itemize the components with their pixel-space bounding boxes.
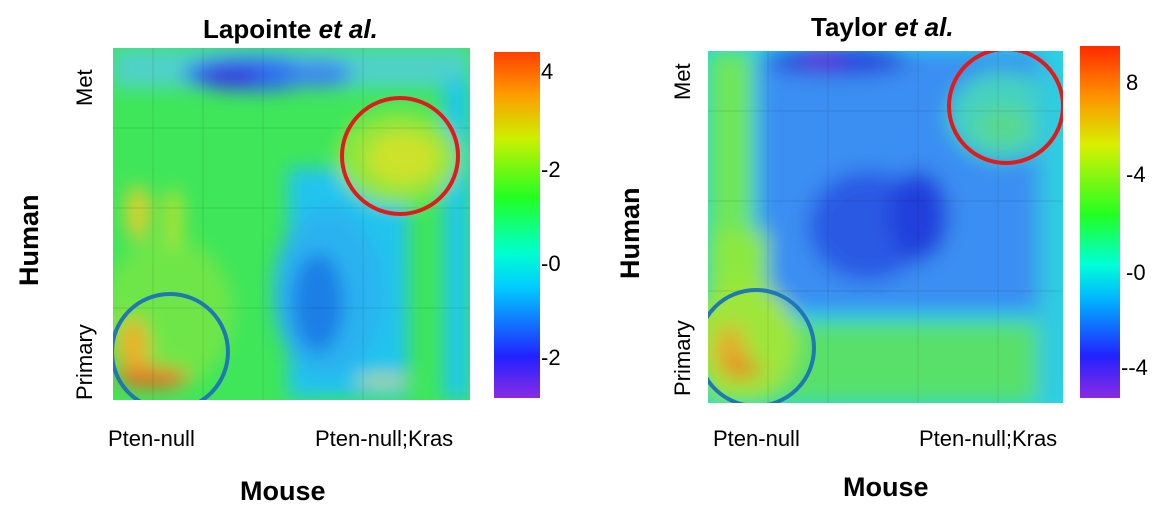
colorbar-tick: -0: [541, 251, 561, 276]
colorbar-tick: --4: [1121, 355, 1148, 380]
heatmap-taylor: [708, 51, 1063, 403]
panel-title: Lapointe et al.: [203, 14, 378, 44]
panel-taylor: Taylor et al. Human Met Primary: [579, 0, 1158, 506]
highlight-circle-blue: [113, 292, 230, 400]
x-tick-pten-null: Pten-null: [713, 426, 800, 451]
y-axis-title: Human: [615, 187, 645, 279]
y-axis-title: Human: [14, 194, 44, 286]
y-tick-primary: Primary: [72, 324, 97, 400]
panel-lapointe: Lapointe et al. Human Met Primary: [0, 0, 579, 506]
x-axis-title: Mouse: [240, 476, 326, 506]
highlight-circle-red: [340, 96, 460, 216]
x-tick-pten-null: Pten-null: [108, 426, 195, 451]
colorbar-tick: -2: [541, 345, 561, 370]
heatmap-lapointe: [113, 48, 470, 400]
panel-title: Taylor et al.: [811, 12, 954, 42]
colorbar-lapointe: [494, 52, 540, 398]
colorbar-tick: 8: [1126, 70, 1139, 95]
y-tick-met: Met: [670, 63, 695, 100]
y-tick-primary: Primary: [670, 320, 695, 396]
y-tick-met: Met: [72, 69, 97, 106]
colorbar-tick: -2: [541, 157, 561, 182]
x-tick-pten-null-kras: Pten-null;Kras: [315, 426, 454, 451]
colorbar-tick: -4: [1126, 162, 1146, 187]
colorbar-taylor: [1080, 46, 1120, 398]
colorbar-tick: -0: [1126, 260, 1146, 285]
x-tick-pten-null-kras: Pten-null;Kras: [919, 426, 1058, 451]
x-axis-title: Mouse: [843, 472, 929, 502]
colorbar-tick: 4: [541, 59, 554, 84]
highlight-circle-blue: [708, 288, 816, 403]
highlight-circle-red: [947, 51, 1063, 165]
